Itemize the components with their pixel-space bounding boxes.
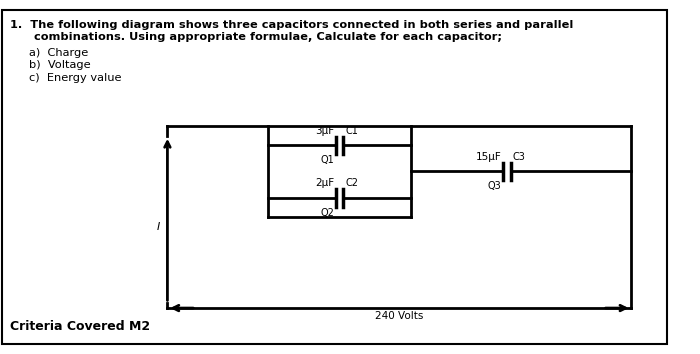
- Text: 15μF: 15μF: [475, 152, 501, 162]
- Text: 2μF: 2μF: [315, 178, 334, 188]
- Text: 240 Volts: 240 Volts: [375, 311, 424, 321]
- Text: 1.  The following diagram shows three capacitors connected in both series and pa: 1. The following diagram shows three cap…: [10, 20, 573, 30]
- Text: c)  Energy value: c) Energy value: [29, 73, 121, 83]
- Text: C1: C1: [345, 126, 358, 136]
- Text: Q3: Q3: [487, 181, 501, 191]
- Text: combinations. Using appropriate formulae, Calculate for each capacitor;: combinations. Using appropriate formulae…: [10, 32, 502, 41]
- Text: a)  Charge: a) Charge: [29, 48, 88, 58]
- Text: Criteria Covered M2: Criteria Covered M2: [10, 320, 150, 333]
- Text: Q2: Q2: [320, 207, 334, 218]
- Text: C3: C3: [513, 152, 526, 162]
- Text: b)  Voltage: b) Voltage: [29, 60, 90, 70]
- Text: Q1: Q1: [320, 155, 334, 165]
- Text: I: I: [157, 222, 160, 232]
- Text: 3μF: 3μF: [315, 126, 334, 136]
- Text: C2: C2: [345, 178, 358, 188]
